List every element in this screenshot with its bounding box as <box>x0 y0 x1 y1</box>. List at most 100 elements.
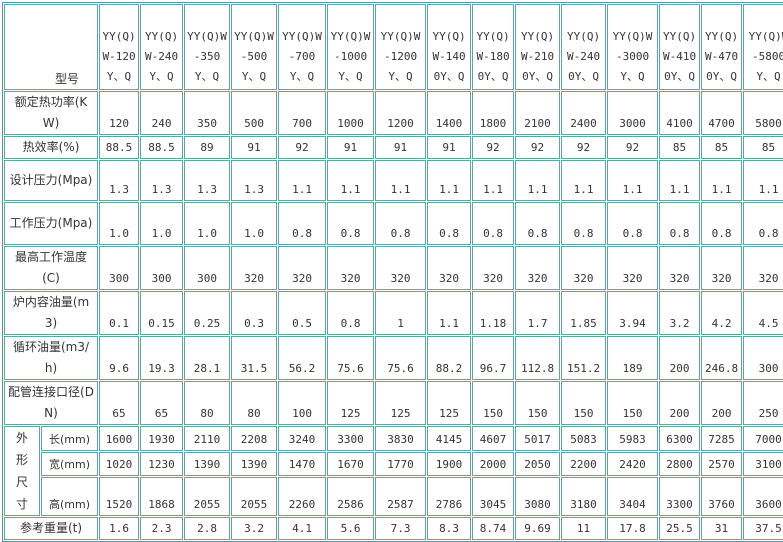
cell-value: 1.0 <box>140 202 184 245</box>
cell-value: 1.1 <box>659 160 701 201</box>
table-row: 高(mm) 1520 1868 2055 2055 2260 2586 2587 2786 304… <box>4 476 783 516</box>
table-row: 热效率(%) 88.5 88.5 89 91 92 91 91 91 92 92 92 92 85 85 85 <box>4 136 783 159</box>
cell-value: 3600 <box>743 476 783 516</box>
cell-value: 2208 <box>231 426 278 451</box>
cell-value: 1.3 <box>184 160 231 201</box>
cell-value: 4.2 <box>701 291 743 335</box>
cell-value: 150 <box>561 381 607 425</box>
cell-value: 320 <box>515 246 561 290</box>
cell-value: 3080 <box>515 476 561 516</box>
cell-value: 92 <box>472 136 515 159</box>
dimension-label: 宽(mm) <box>41 451 99 476</box>
cell-value: 0.8 <box>327 291 375 335</box>
cell-value: 1.1 <box>472 160 515 201</box>
cell-value: 5800 <box>743 91 783 135</box>
cell-value: 125 <box>327 381 375 425</box>
row-label: 循环油量(m3/h) <box>4 336 99 380</box>
cell-value: 100 <box>278 381 327 425</box>
cell-value: 91 <box>375 136 427 159</box>
model-name: YY(Q)W-2400Y、Q <box>561 4 607 90</box>
cell-value: 1.1 <box>278 160 327 201</box>
cell-value: 3180 <box>561 476 607 516</box>
cell-value: 65 <box>99 381 140 425</box>
cell-value: 0.25 <box>184 291 231 335</box>
cell-value: 300 <box>99 246 140 290</box>
cell-value: 3.94 <box>607 291 659 335</box>
cell-value: 320 <box>701 246 743 290</box>
model-name: YY(Q)W-120Y、Q <box>99 4 140 90</box>
cell-value: 2.3 <box>140 517 184 540</box>
cell-value: 1520 <box>99 476 140 516</box>
cell-value: 0.5 <box>278 291 327 335</box>
cell-value: 1 <box>375 291 427 335</box>
cell-value: 320 <box>278 246 327 290</box>
cell-value: 7.3 <box>375 517 427 540</box>
cell-value: 6300 <box>659 426 701 451</box>
cell-value: 85 <box>743 136 783 159</box>
cell-value: 0.8 <box>701 202 743 245</box>
cell-value: 1.1 <box>701 160 743 201</box>
cell-value: 5.6 <box>327 517 375 540</box>
model-name: YY(Q)W-240Y、Q <box>140 4 184 90</box>
cell-value: 2200 <box>561 451 607 476</box>
cell-value: 8.3 <box>427 517 472 540</box>
cell-value: 320 <box>327 246 375 290</box>
cell-value: 2420 <box>607 451 659 476</box>
dimension-group-cell: 外形尺寸 <box>4 426 40 516</box>
row-label: 设计压力(Mpa) <box>4 160 99 201</box>
cell-value: 2000 <box>472 451 515 476</box>
cell-value: 75.6 <box>375 336 427 380</box>
cell-value: 3045 <box>472 476 515 516</box>
cell-value: 1.1 <box>327 160 375 201</box>
model-header-label: 型号 <box>4 4 99 90</box>
cell-value: 3830 <box>375 426 427 451</box>
cell-value: 88.5 <box>99 136 140 159</box>
cell-value: 0.8 <box>375 202 427 245</box>
cell-value: 85 <box>659 136 701 159</box>
cell-value: 3.2 <box>231 517 278 540</box>
row-label: 配管连接口径(DN) <box>4 381 99 425</box>
cell-value: 4100 <box>659 91 701 135</box>
cell-value: 3000 <box>607 91 659 135</box>
cell-value: 0.8 <box>327 202 375 245</box>
cell-value: 1.1 <box>515 160 561 201</box>
dimension-group-label: 外形尺寸 <box>15 431 28 511</box>
model-name: YY(Q)W-1000Y、Q <box>327 4 375 90</box>
cell-value: 1.85 <box>561 291 607 335</box>
cell-value: 80 <box>231 381 278 425</box>
cell-value: 1000 <box>327 91 375 135</box>
row-label: 最高工作温度(C) <box>4 246 99 290</box>
cell-value: 150 <box>515 381 561 425</box>
dimension-label: 高(mm) <box>41 476 99 516</box>
table-row: 额定热功率(KW) 120 240 350 500 700 1000 1200 1400 1800… <box>4 91 783 135</box>
cell-value: 2586 <box>327 476 375 516</box>
cell-value: 0.8 <box>515 202 561 245</box>
cell-value: 1930 <box>140 426 184 451</box>
cell-value: 1.3 <box>140 160 184 201</box>
cell-value: 3240 <box>278 426 327 451</box>
cell-value: 9.6 <box>99 336 140 380</box>
cell-value: 25.5 <box>659 517 701 540</box>
cell-value: 1.7 <box>515 291 561 335</box>
cell-value: 1.1 <box>427 160 472 201</box>
cell-value: 200 <box>659 381 701 425</box>
cell-value: 1470 <box>278 451 327 476</box>
cell-value: 320 <box>607 246 659 290</box>
cell-value: 92 <box>607 136 659 159</box>
cell-value: 2100 <box>515 91 561 135</box>
model-name: YY(Q)W-1200Y、Q <box>375 4 427 90</box>
cell-value: 200 <box>701 381 743 425</box>
cell-value: 91 <box>327 136 375 159</box>
cell-value: 17.8 <box>607 517 659 540</box>
cell-value: 4.1 <box>278 517 327 540</box>
cell-value: 8.74 <box>472 517 515 540</box>
cell-value: 1.1 <box>607 160 659 201</box>
cell-value: 37.5 <box>743 517 783 540</box>
cell-value: 1.3 <box>99 160 140 201</box>
cell-value: 1020 <box>99 451 140 476</box>
cell-value: 92 <box>515 136 561 159</box>
cell-value: 4700 <box>701 91 743 135</box>
cell-value: 1600 <box>99 426 140 451</box>
row-label: 热效率(%) <box>4 136 99 159</box>
model-name: YY(Q)W-1400Y、Q <box>427 4 472 90</box>
